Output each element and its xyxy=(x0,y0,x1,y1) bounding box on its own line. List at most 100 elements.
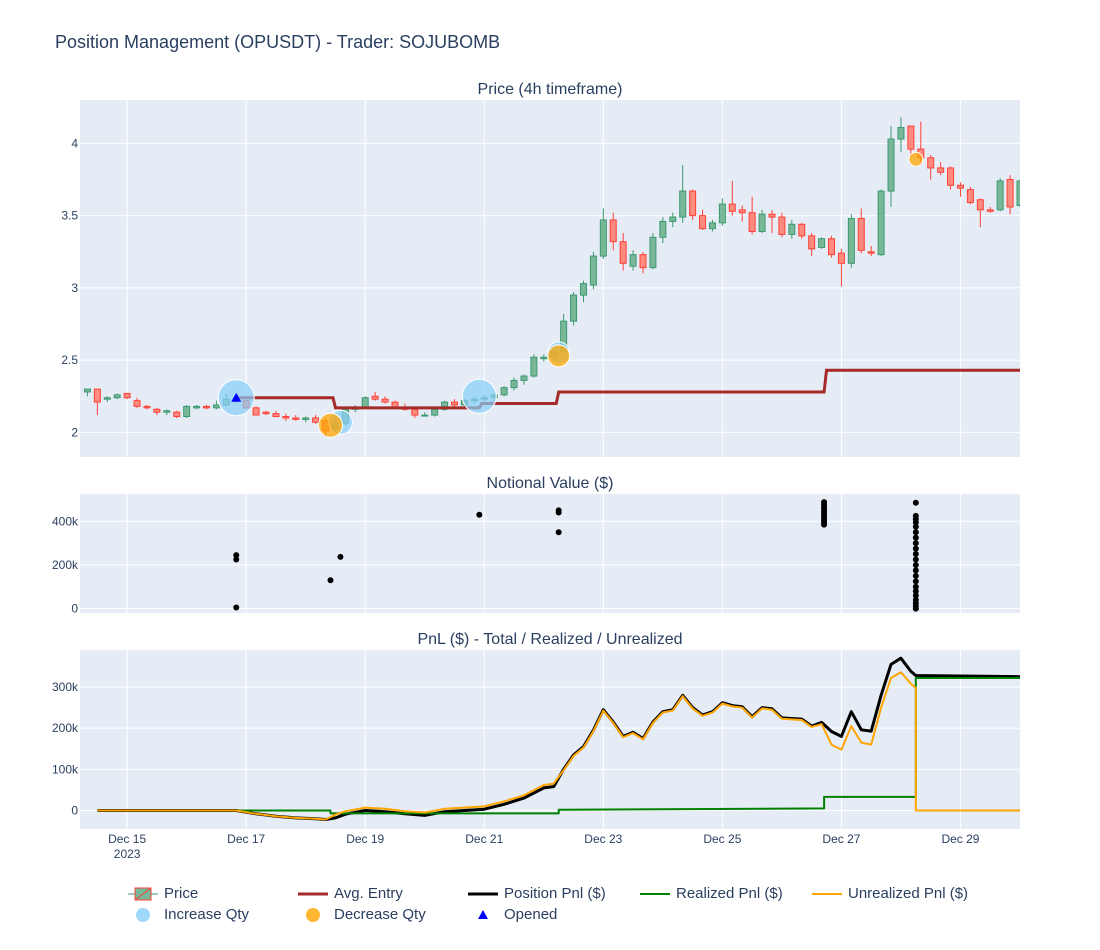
candle-body xyxy=(659,220,667,238)
candle-body xyxy=(411,408,419,416)
notional-point xyxy=(912,567,919,574)
legend-item-price[interactable]: Price xyxy=(128,885,198,902)
candle-up xyxy=(183,404,191,418)
legend-item-decrease_qty[interactable]: Decrease Qty xyxy=(298,906,426,923)
candle-body xyxy=(163,410,171,413)
candle-up xyxy=(1027,151,1033,196)
candle-down xyxy=(828,235,836,258)
candle-down xyxy=(927,154,935,180)
x-tick-label: Dec 15 xyxy=(108,832,146,846)
legend-label: Unrealized Pnl ($) xyxy=(848,885,969,902)
candle-up xyxy=(1016,179,1020,207)
legend-symbol-icon xyxy=(812,892,842,895)
notional-point xyxy=(233,604,240,611)
candle-body xyxy=(619,241,627,264)
candle-body xyxy=(183,405,191,418)
candle-down xyxy=(857,208,865,254)
candle-body xyxy=(837,252,845,264)
subplot-2: 0 200k 400k Notional Value ($) xyxy=(52,475,1020,616)
candle-body xyxy=(540,356,548,360)
candle-body xyxy=(828,238,836,256)
candle-body xyxy=(996,180,1004,211)
legend-label: Increase Qty xyxy=(164,906,250,923)
candle-up xyxy=(629,250,637,271)
y-tick-label: 0 xyxy=(71,602,78,616)
candle-down xyxy=(609,212,617,251)
notional-point xyxy=(912,512,919,519)
candle-up xyxy=(589,251,597,290)
notional-point xyxy=(912,523,919,530)
candle-body xyxy=(579,283,587,296)
decrease-qty-marker xyxy=(908,151,924,167)
candle-up xyxy=(500,386,508,397)
candle-body xyxy=(966,189,974,204)
candle-body xyxy=(788,223,796,235)
opened-marker xyxy=(231,392,242,402)
subplot-3: 0 100k 200k 300k PnL ($) - Total / Realized … xyxy=(52,631,1020,861)
legend-label: Realized Pnl ($) xyxy=(676,885,783,902)
notional-point xyxy=(912,540,919,547)
candle-body xyxy=(808,235,816,250)
candle-down xyxy=(1006,175,1014,215)
plot-area xyxy=(80,650,1020,829)
notional-point xyxy=(912,578,919,585)
x-tick-label: Dec 17 xyxy=(227,832,265,846)
candle-down xyxy=(371,391,379,401)
legend-item-avg_entry[interactable]: Avg. Entry xyxy=(298,885,403,902)
legend-symbol-icon xyxy=(298,892,328,895)
candle-down xyxy=(837,248,845,287)
subplot-title: Price (4h timeframe) xyxy=(478,81,623,98)
legend-item-realized_pnl[interactable]: Realized Pnl ($) xyxy=(640,885,783,902)
candle-body xyxy=(361,397,369,409)
notional-point xyxy=(912,556,919,563)
notional-point xyxy=(233,556,240,563)
candle-down xyxy=(748,196,756,235)
candle-down xyxy=(689,189,697,220)
candle-down xyxy=(93,388,101,416)
notional-point xyxy=(912,551,919,558)
plot-content xyxy=(97,656,1020,821)
candle-body xyxy=(202,405,210,409)
candle-up xyxy=(897,117,905,153)
candle-down xyxy=(937,162,945,176)
legend-item-unrealized_pnl[interactable]: Unrealized Pnl ($) xyxy=(812,885,968,902)
legend-item-opened[interactable]: Opened xyxy=(468,906,557,923)
candle-body xyxy=(907,125,915,150)
legend-label: Avg. Entry xyxy=(334,885,403,902)
notional-point xyxy=(337,553,344,560)
legend-symbol-icon xyxy=(136,907,150,922)
candle-down xyxy=(778,212,786,238)
candle-body xyxy=(103,397,111,400)
candle-down xyxy=(728,180,736,216)
candle-body xyxy=(758,213,766,233)
candle-body xyxy=(867,251,875,254)
candle-up xyxy=(788,219,796,239)
candle-up xyxy=(113,393,121,400)
candle-down xyxy=(123,392,131,400)
candle-body xyxy=(302,417,310,420)
candle-down xyxy=(798,222,806,239)
legend-item-position_pnl[interactable]: Position Pnl ($) xyxy=(468,885,606,902)
notional-point xyxy=(912,545,919,552)
notional-point xyxy=(912,529,919,536)
candle-up xyxy=(510,377,518,391)
y-tick-label: 100k xyxy=(52,762,79,776)
notional-point xyxy=(821,499,828,506)
candle-up xyxy=(818,237,826,249)
legend-item-increase_qty[interactable]: Increase Qty xyxy=(128,906,249,923)
candle-body xyxy=(857,218,865,251)
candle-down xyxy=(312,415,320,424)
candle-body xyxy=(887,138,895,192)
candle-body xyxy=(421,414,429,417)
candle-down xyxy=(867,245,875,257)
candle-down xyxy=(202,404,210,410)
candle-body xyxy=(510,379,518,389)
notional-point xyxy=(912,596,919,603)
candle-body xyxy=(798,223,806,237)
candle-body xyxy=(589,255,597,286)
candle-body xyxy=(986,209,994,212)
candle-body xyxy=(818,238,826,248)
candle-down xyxy=(173,410,181,418)
subplot-title: PnL ($) - Total / Realized / Unrealized xyxy=(417,631,682,648)
